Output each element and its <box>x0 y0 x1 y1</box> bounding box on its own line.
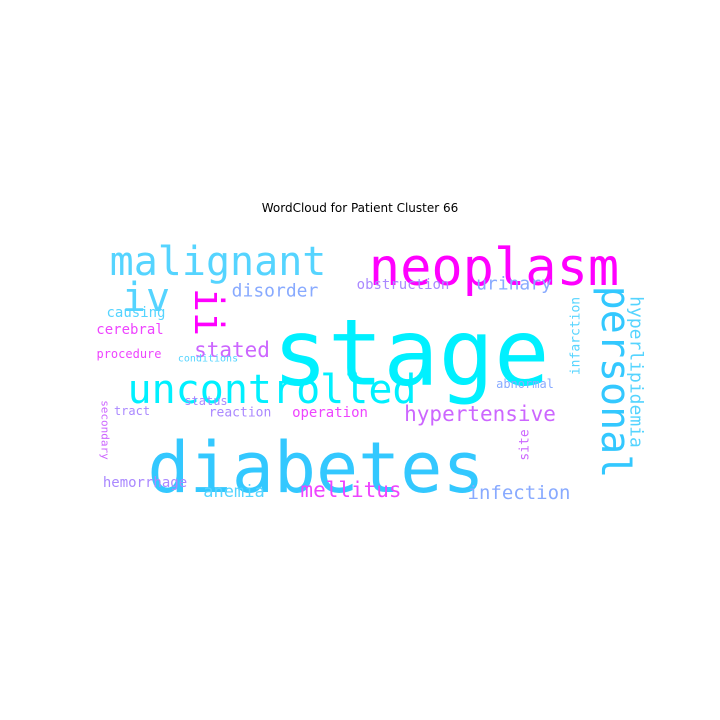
word-hyperlipidemia: hyperlipidemia <box>626 296 647 448</box>
word-malignant: malignant <box>110 239 327 285</box>
word-hypertensive: hypertensive <box>404 402 556 426</box>
word-secondary: secondary <box>99 400 112 460</box>
word-reaction: reaction <box>209 406 272 421</box>
word-infarction: infarction <box>569 297 584 375</box>
word-conditions: conditions <box>178 354 238 365</box>
word-infection: infection <box>468 482 571 504</box>
word-abnormal: abnormal <box>496 377 554 391</box>
word-disorder: disorder <box>232 281 319 302</box>
word-iv: iv <box>122 275 170 321</box>
chart-title: WordCloud for Patient Cluster 66 <box>261 201 459 215</box>
word-personal: personal <box>592 286 638 479</box>
word-obstruction: obstruction <box>357 277 450 293</box>
word-operation: operation <box>292 405 368 421</box>
word-mellitus: mellitus <box>300 478 401 502</box>
word-neoplasm: neoplasm <box>369 238 619 298</box>
word-tract: tract <box>114 404 150 418</box>
word-stage: stage <box>273 300 550 407</box>
word-ii: ii <box>185 288 231 336</box>
word-site: site <box>518 429 533 460</box>
word-procedure: procedure <box>96 347 161 361</box>
word-uncontrolled: uncontrolled <box>128 367 417 413</box>
word-status: status <box>184 394 227 408</box>
word-stated: stated <box>194 338 270 362</box>
word-causing: causing <box>106 305 165 321</box>
word-urinary: urinary <box>476 274 552 295</box>
word-cerebral: cerebral <box>96 322 163 338</box>
word-anemia: anemia <box>203 482 264 502</box>
word-hemorrhage: hemorrhage <box>103 475 187 491</box>
word-diabetes: diabetes <box>147 427 484 509</box>
